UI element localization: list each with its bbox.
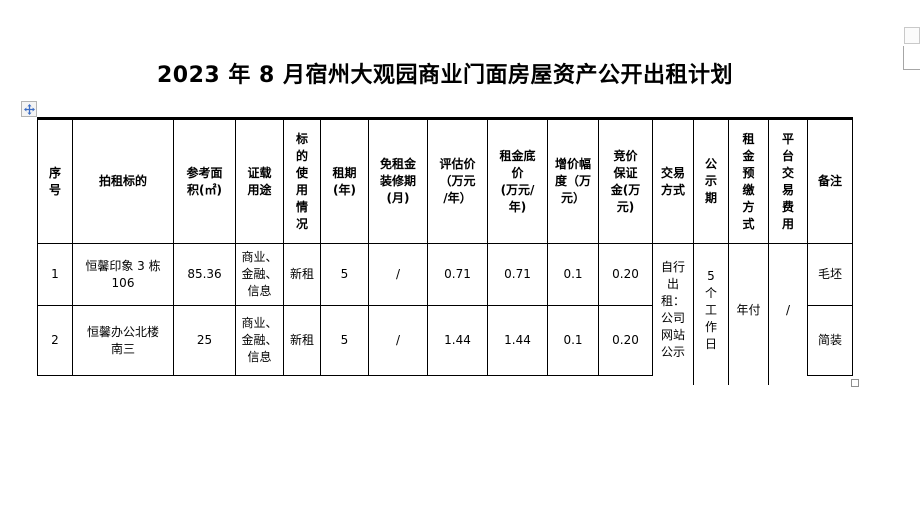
cell-subject[interactable]: 恒馨印象 3 栋 106 <box>73 244 174 306</box>
page-title[interactable]: 2023 年 8 月宿州大观园商业门面房屋资产公开出租计划 <box>156 63 734 88</box>
cell-platform-fee-merged[interactable]: / <box>769 244 808 376</box>
cell-rent-free[interactable]: / <box>369 244 428 306</box>
cell-remark[interactable]: 简装 <box>808 306 853 376</box>
border-extension-line <box>768 376 769 385</box>
table-resize-handle[interactable] <box>851 379 859 387</box>
cell-publicity-merged[interactable]: 5 个 工 作 日 <box>694 244 729 376</box>
scrollbar-stub[interactable] <box>904 27 920 44</box>
cell-increment[interactable]: 0.1 <box>548 306 599 376</box>
col-header-deposit[interactable]: 竞价 保证 金(万 元) <box>599 120 653 244</box>
cell-base-rent[interactable]: 1.44 <box>488 306 548 376</box>
cell-status[interactable]: 新租 <box>284 306 321 376</box>
page-corner-mark <box>903 69 920 70</box>
cell-deposit[interactable]: 0.20 <box>599 244 653 306</box>
col-header-usage[interactable]: 证载 用途 <box>236 120 284 244</box>
cell-status[interactable]: 新租 <box>284 244 321 306</box>
col-header-prepay[interactable]: 租 金 预 缴 方 式 <box>729 120 769 244</box>
cell-area[interactable]: 25 <box>174 306 236 376</box>
cell-usage[interactable]: 商业、 金融、 信息 <box>236 244 284 306</box>
cell-trade-mode-merged[interactable]: 自行 出 租： 公司 网站 公示 <box>653 244 694 376</box>
cell-seq[interactable]: 2 <box>38 306 73 376</box>
table-row: 2 恒馨办公北楼 南三 25 商业、 金融、 信息 新租 5 / 1.44 1.… <box>38 306 853 376</box>
cell-rent-free[interactable]: / <box>369 306 428 376</box>
border-extension-line <box>728 376 729 385</box>
col-header-term[interactable]: 租期 (年) <box>321 120 369 244</box>
col-header-seq[interactable]: 序 号 <box>38 120 73 244</box>
cell-appraisal[interactable]: 0.71 <box>428 244 488 306</box>
cell-subject[interactable]: 恒馨办公北楼 南三 <box>73 306 174 376</box>
col-header-subject[interactable]: 拍租标的 <box>73 120 174 244</box>
page-corner-mark <box>903 46 904 70</box>
col-header-appraisal[interactable]: 评估价 （万元 /年） <box>428 120 488 244</box>
cell-remark[interactable]: 毛坯 <box>808 244 853 306</box>
cell-prepay-merged[interactable]: 年付 <box>729 244 769 376</box>
rental-plan-table: 序 号 拍租标的 参考面 积(㎡) 证载 用途 标 的 使 用 情 况 租期 (… <box>37 117 853 376</box>
cell-usage[interactable]: 商业、 金融、 信息 <box>236 306 284 376</box>
cell-term[interactable]: 5 <box>321 244 369 306</box>
table-move-handle[interactable] <box>21 101 37 117</box>
col-header-area[interactable]: 参考面 积(㎡) <box>174 120 236 244</box>
col-header-increment[interactable]: 增价幅 度（万 元） <box>548 120 599 244</box>
cell-base-rent[interactable]: 0.71 <box>488 244 548 306</box>
move-cross-icon <box>23 103 35 115</box>
cell-deposit[interactable]: 0.20 <box>599 306 653 376</box>
col-header-remark[interactable]: 备注 <box>808 120 853 244</box>
col-header-trade-mode[interactable]: 交易 方式 <box>653 120 694 244</box>
cell-term[interactable]: 5 <box>321 306 369 376</box>
col-header-status[interactable]: 标 的 使 用 情 况 <box>284 120 321 244</box>
col-header-base-rent[interactable]: 租金底 价 (万元/ 年) <box>488 120 548 244</box>
cell-increment[interactable]: 0.1 <box>548 244 599 306</box>
cell-seq[interactable]: 1 <box>38 244 73 306</box>
header-row: 序 号 拍租标的 参考面 积(㎡) 证载 用途 标 的 使 用 情 况 租期 (… <box>38 120 853 244</box>
col-header-rent-free[interactable]: 免租金 装修期 (月) <box>369 120 428 244</box>
table-row: 1 恒馨印象 3 栋 106 85.36 商业、 金融、 信息 新租 5 / 0… <box>38 244 853 376</box>
col-header-platform-fee[interactable]: 平 台 交 易 费 用 <box>769 120 808 244</box>
border-extension-line <box>693 376 694 385</box>
cell-appraisal[interactable]: 1.44 <box>428 306 488 376</box>
col-header-publicity[interactable]: 公 示 期 <box>694 120 729 244</box>
cell-area[interactable]: 85.36 <box>174 244 236 306</box>
